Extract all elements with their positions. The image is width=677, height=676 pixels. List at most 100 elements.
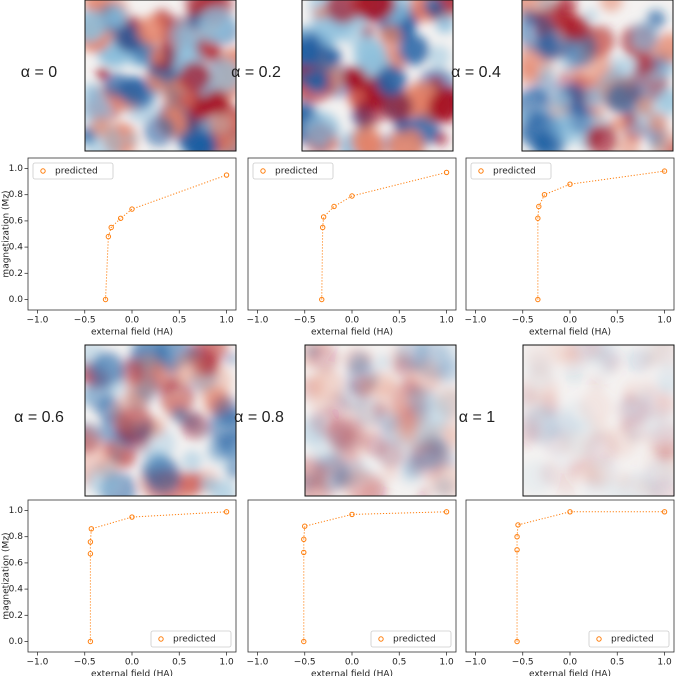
- blob: [395, 345, 430, 372]
- blob: [310, 368, 344, 402]
- x-tick-label: 1.0: [219, 658, 234, 668]
- blob: [563, 347, 580, 363]
- blob: [85, 435, 109, 475]
- blob: [553, 0, 577, 18]
- series-line: [537, 170, 665, 300]
- blob: [435, 14, 453, 34]
- point: [349, 193, 355, 199]
- blob: [583, 430, 619, 466]
- plot-frame: [27, 157, 237, 311]
- blob: [184, 130, 216, 151]
- point: [536, 203, 542, 210]
- point: [88, 526, 95, 532]
- blob: [198, 118, 212, 132]
- blob: [634, 97, 654, 116]
- blobs: [523, 345, 674, 496]
- blob: [585, 123, 619, 151]
- blob: [201, 477, 218, 494]
- blobs: [305, 345, 456, 496]
- blob: [125, 133, 138, 146]
- alpha-label: α = 1: [459, 409, 495, 426]
- blob: [584, 8, 598, 22]
- x-tick-label: 0.5: [610, 316, 624, 326]
- blob: [556, 416, 583, 443]
- x-tick-label: −0.5: [74, 658, 96, 668]
- x-axis-label: external field (HA): [529, 328, 611, 338]
- point: [87, 638, 94, 645]
- blob: [394, 409, 420, 435]
- alpha-label: α = 0.2: [231, 64, 281, 81]
- point: [108, 224, 114, 231]
- image-frame: [304, 344, 457, 497]
- blob: [330, 416, 366, 453]
- x-tick-label: 0.0: [345, 316, 360, 326]
- plot-frame: [27, 499, 237, 653]
- point: [117, 215, 124, 221]
- blob: [105, 7, 128, 29]
- legend-label: predicted: [611, 635, 654, 645]
- blob: [347, 351, 372, 375]
- point: [319, 224, 326, 231]
- image-frame: [301, 0, 454, 152]
- point: [320, 214, 327, 220]
- blob: [179, 61, 211, 93]
- blob: [634, 478, 651, 495]
- blob: [539, 460, 565, 487]
- blob: [621, 413, 649, 441]
- x-tick-label: 0.0: [563, 658, 578, 668]
- blob: [326, 137, 342, 151]
- blob: [599, 0, 623, 12]
- blob: [578, 390, 613, 424]
- domain-image: [305, 345, 456, 496]
- alpha-label: α = 0.8: [234, 409, 284, 426]
- domain-image: [522, 0, 673, 151]
- blob: [85, 9, 107, 43]
- x-axis-label: external field (HA): [91, 670, 173, 676]
- point: [567, 181, 573, 187]
- y-tick-label: 0.2: [9, 269, 23, 279]
- blob: [374, 380, 409, 416]
- point: [105, 233, 112, 240]
- x-tick-label: 1.0: [219, 316, 234, 326]
- blob: [549, 113, 578, 143]
- blob: [399, 463, 421, 485]
- blob: [353, 37, 387, 72]
- x-tick-label: 0.5: [172, 658, 186, 668]
- point: [514, 533, 520, 540]
- point: [443, 169, 450, 176]
- blob: [647, 112, 668, 134]
- legend-marker: [596, 636, 602, 642]
- legend-marker: [158, 636, 164, 642]
- image-frame: [521, 0, 674, 152]
- blob: [381, 91, 413, 123]
- blob: [132, 40, 156, 65]
- blobs: [85, 345, 236, 496]
- legend-marker: [260, 168, 266, 174]
- blob: [197, 6, 234, 43]
- x-tick-label: −1.0: [247, 316, 269, 326]
- x-tick-label: −0.5: [294, 316, 316, 326]
- x-tick-label: 0.0: [125, 316, 140, 326]
- x-tick-label: −0.5: [294, 658, 316, 668]
- series-line: [321, 171, 447, 300]
- blob: [601, 482, 622, 496]
- blob: [626, 347, 652, 373]
- point: [223, 172, 230, 178]
- blob: [305, 465, 328, 496]
- plot-frame: [247, 157, 457, 311]
- blob: [119, 358, 146, 385]
- point: [535, 215, 541, 221]
- series-line: [516, 511, 665, 642]
- y-tick-label: 0.0: [9, 295, 24, 305]
- image-frame: [84, 0, 237, 152]
- blob: [412, 417, 442, 446]
- blob: [354, 97, 385, 128]
- y-axis-label: magnetization (Mz): [2, 190, 12, 277]
- blob: [180, 411, 210, 440]
- x-axis-label: external field (HA): [311, 328, 393, 338]
- blob: [429, 462, 456, 496]
- x-tick-label: −0.5: [512, 658, 534, 668]
- y-tick-label: 0.4: [9, 585, 24, 595]
- point: [87, 551, 94, 557]
